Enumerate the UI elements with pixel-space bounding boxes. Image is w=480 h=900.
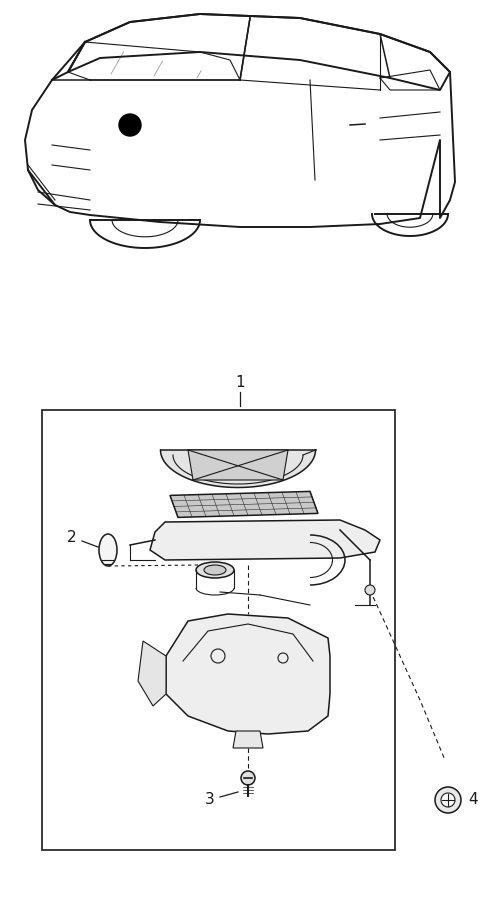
Polygon shape [138,641,166,706]
Circle shape [435,787,461,813]
Circle shape [441,793,455,807]
Polygon shape [150,520,380,560]
Circle shape [119,114,141,136]
Polygon shape [160,450,315,488]
Text: 1: 1 [235,375,245,390]
Circle shape [241,771,255,785]
Polygon shape [170,491,318,518]
Polygon shape [166,614,330,734]
Ellipse shape [196,562,234,578]
Text: 4: 4 [468,793,478,807]
Ellipse shape [99,534,117,566]
Polygon shape [188,450,288,480]
Polygon shape [233,731,263,748]
Ellipse shape [204,565,226,575]
Text: 3: 3 [205,793,215,807]
Text: 2: 2 [67,530,77,545]
Circle shape [365,585,375,595]
